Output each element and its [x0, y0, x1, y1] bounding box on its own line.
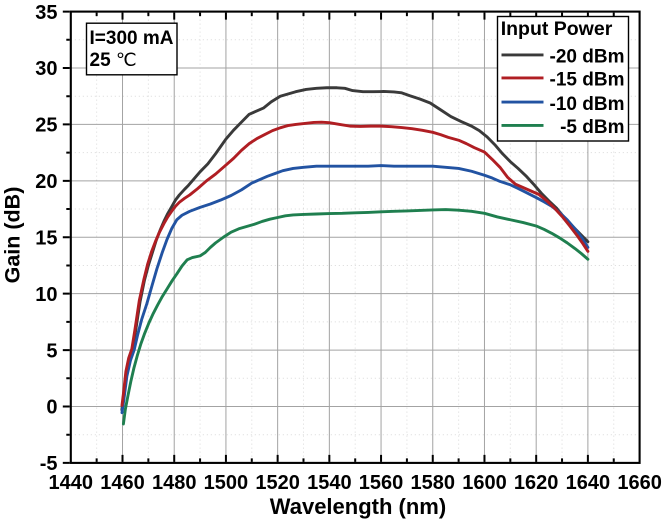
svg-text:-5: -5 [40, 453, 58, 475]
svg-text:10: 10 [35, 284, 57, 306]
svg-text:Wavelength (nm): Wavelength (nm) [270, 494, 446, 519]
svg-text:Gain (dB): Gain (dB) [1, 187, 25, 284]
svg-text:-20 dBm: -20 dBm [550, 47, 625, 68]
svg-text:25: 25 [35, 115, 57, 137]
svg-text:1560: 1560 [359, 472, 404, 494]
svg-text:35: 35 [35, 2, 57, 24]
svg-text:0: 0 [46, 397, 57, 419]
svg-text:1660: 1660 [617, 472, 662, 494]
svg-text:-15 dBm: -15 dBm [550, 70, 625, 91]
svg-text:-10 dBm: -10 dBm [550, 94, 625, 115]
svg-text:5: 5 [46, 340, 57, 362]
svg-text:1640: 1640 [566, 472, 611, 494]
svg-text:I=300 mA: I=300 mA [90, 28, 174, 49]
svg-text:-5 dBm: -5 dBm [560, 117, 624, 138]
svg-text:1460: 1460 [100, 472, 145, 494]
svg-text:1520: 1520 [255, 472, 300, 494]
svg-text:20: 20 [35, 171, 57, 193]
svg-text:1600: 1600 [462, 472, 507, 494]
svg-text:1540: 1540 [307, 472, 352, 494]
svg-text:15: 15 [35, 227, 57, 249]
svg-text:1580: 1580 [411, 472, 456, 494]
svg-text:1480: 1480 [152, 472, 197, 494]
svg-text:30: 30 [35, 58, 57, 80]
svg-text:1620: 1620 [514, 472, 559, 494]
svg-text:1440: 1440 [49, 472, 94, 494]
svg-text:25 ℃: 25 ℃ [90, 50, 137, 71]
svg-text:Input Power: Input Power [501, 18, 613, 40]
svg-text:1500: 1500 [204, 472, 249, 494]
